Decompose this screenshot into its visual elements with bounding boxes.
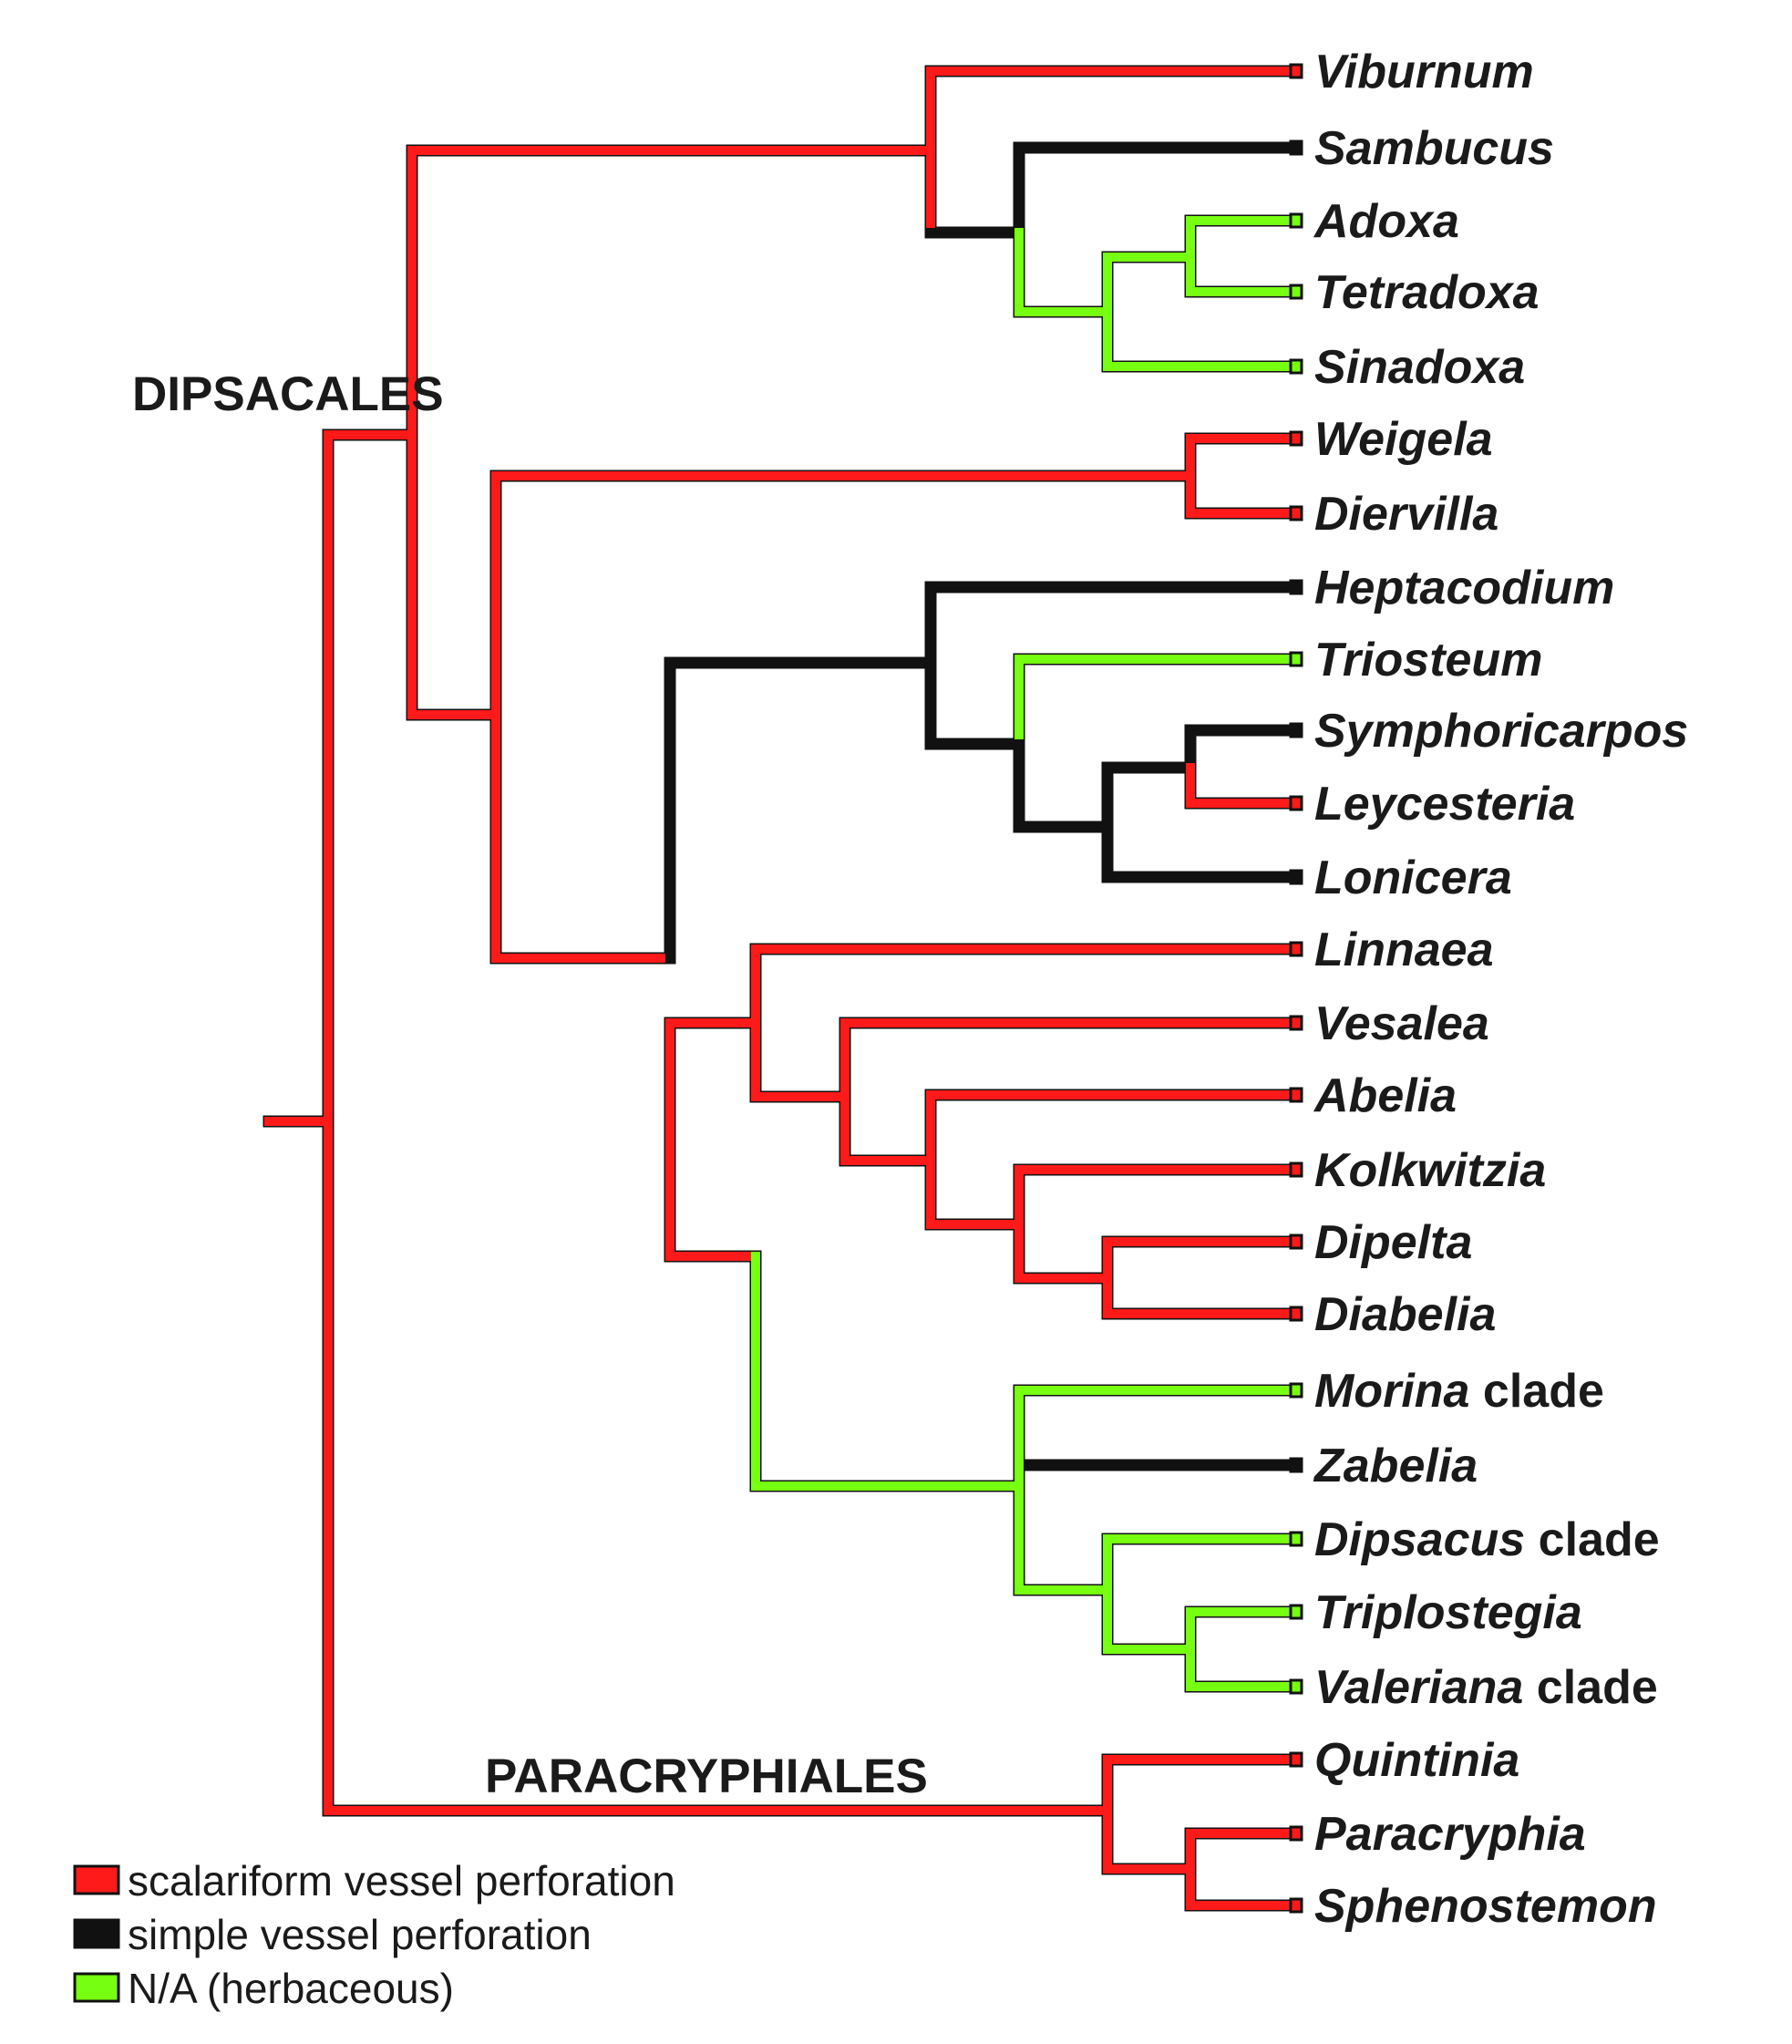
taxon-label-heptacodium: Heptacodium (1314, 562, 1614, 614)
tip-marker-lonicera (1289, 869, 1303, 885)
taxon-label-paracryphia: Paracryphia (1314, 1808, 1586, 1861)
tip-marker-abelia (1289, 1087, 1303, 1103)
taxon-suffix: clade (1525, 1513, 1659, 1566)
tip-marker-triplostegia (1289, 1604, 1303, 1620)
taxon-label-weigela: Weigela (1314, 413, 1493, 466)
taxon-label-sinadoxa: Sinadoxa (1314, 341, 1525, 394)
tip-marker-dipsacus (1289, 1531, 1303, 1547)
taxon-label-triplostegia: Triplostegia (1314, 1586, 1582, 1639)
taxon-name: Sambucus (1314, 122, 1554, 175)
tip-marker-morina (1289, 1382, 1303, 1399)
taxon-name: Valeriana (1314, 1661, 1523, 1714)
tip-marker-tetradoxa (1289, 284, 1303, 300)
tip-marker-adoxa (1289, 212, 1303, 229)
legend-label-scalariform: scalariform vessel perforation (128, 1857, 675, 1905)
tip-marker-symphoricarpos (1289, 722, 1303, 738)
taxon-label-viburnum: Viburnum (1314, 46, 1534, 98)
tip-marker-weigela (1289, 430, 1303, 447)
tip-marker-paracryphia (1289, 1825, 1303, 1842)
taxon-name: Adoxa (1313, 195, 1459, 248)
taxon-label-vesalea: Vesalea (1314, 997, 1489, 1050)
tip-marker-linnaea (1289, 941, 1303, 957)
tip-marker-sphenostemon (1289, 1897, 1303, 1914)
taxon-label-valeriana: Valeriana clade (1314, 1661, 1658, 1714)
taxon-name: Zabelia (1313, 1440, 1478, 1492)
taxon-name: Dipelta (1314, 1216, 1472, 1269)
taxon-name: Sphenostemon (1314, 1880, 1657, 1933)
taxon-suffix: clade (1469, 1365, 1603, 1418)
legend-swatch-scalariform (73, 1864, 120, 1895)
tip-marker-vesalea (1289, 1015, 1303, 1031)
taxon-labels: Viburnum Sambucus Adoxa Tetradoxa Sinadoxa We… (1313, 46, 1688, 1933)
taxon-label-leycesteria: Leycesteria (1314, 778, 1575, 831)
group-label-paracryphiales: PARACRYPHIALES (485, 1750, 928, 1803)
taxon-name: Viburnum (1314, 46, 1534, 98)
taxon-label-dipsacus: Dipsacus clade (1314, 1513, 1660, 1566)
taxon-name: Triplostegia (1314, 1586, 1582, 1639)
taxon-label-triosteum: Triosteum (1314, 634, 1542, 686)
taxon-name: Heptacodium (1314, 562, 1614, 614)
taxon-label-quintinia: Quintinia (1314, 1734, 1519, 1787)
legend-swatch-simple (73, 1918, 120, 1949)
taxon-label-linnaea: Linnaea (1314, 924, 1494, 976)
legend-swatch-na (73, 1972, 120, 2003)
taxon-name: Diervilla (1314, 488, 1498, 541)
taxon-suffix: clade (1523, 1661, 1657, 1714)
tip-marker-diabelia (1289, 1306, 1303, 1322)
taxon-label-sambucus: Sambucus (1314, 122, 1554, 175)
taxon-name: Quintinia (1314, 1734, 1519, 1787)
group-label-dipsacales: DIPSACALES (132, 367, 444, 421)
tip-marker-dipelta (1289, 1234, 1303, 1250)
taxon-label-sphenostemon: Sphenostemon (1314, 1880, 1657, 1933)
legend-label-simple: simple vessel perforation (128, 1911, 592, 1958)
taxon-label-morina: Morina clade (1314, 1365, 1604, 1418)
taxon-name: Dipsacus (1314, 1513, 1525, 1566)
taxon-label-lonicera: Lonicera (1314, 852, 1512, 904)
taxon-label-dipelta: Dipelta (1314, 1216, 1472, 1269)
tip-marker-valeriana (1289, 1678, 1303, 1695)
taxon-label-diervilla: Diervilla (1314, 488, 1498, 541)
taxon-name: Morina (1314, 1365, 1469, 1418)
taxon-label-diabelia: Diabelia (1314, 1288, 1496, 1341)
taxon-label-symphoricarpos: Symphoricarpos (1314, 705, 1688, 758)
tip-marker-zabelia (1289, 1457, 1303, 1473)
taxon-name: Kolkwitzia (1314, 1144, 1546, 1197)
taxon-label-kolkwitzia: Kolkwitzia (1314, 1144, 1546, 1197)
taxon-name: Tetradoxa (1314, 266, 1540, 319)
tip-marker-quintinia (1289, 1751, 1303, 1768)
tip-markers (1289, 63, 1303, 1914)
legend-label-na: N/A (herbaceous) (128, 1965, 454, 2012)
taxon-label-zabelia: Zabelia (1313, 1440, 1478, 1492)
tip-marker-kolkwitzia (1289, 1161, 1303, 1178)
taxon-name: Vesalea (1314, 997, 1489, 1050)
taxon-name: Sinadoxa (1314, 341, 1525, 394)
taxon-label-tetradoxa: Tetradoxa (1314, 266, 1540, 319)
tip-marker-leycesteria (1289, 795, 1303, 811)
taxon-name: Symphoricarpos (1314, 705, 1688, 758)
legend: scalariform vessel perforation simple ves… (73, 1857, 675, 2012)
taxon-name: Paracryphia (1314, 1808, 1586, 1861)
tree-branches (263, 65, 1297, 1912)
taxon-name: Abelia (1313, 1069, 1457, 1122)
tip-marker-sambucus (1289, 139, 1303, 156)
taxon-label-adoxa: Adoxa (1313, 195, 1459, 248)
taxon-label-abelia: Abelia (1313, 1069, 1457, 1122)
taxon-name: Leycesteria (1314, 778, 1575, 831)
taxon-name: Weigela (1314, 413, 1493, 466)
taxon-name: Triosteum (1314, 634, 1542, 686)
taxon-name: Linnaea (1314, 924, 1494, 976)
taxon-name: Lonicera (1314, 852, 1512, 904)
tip-marker-diervilla (1289, 505, 1303, 521)
tip-marker-viburnum (1289, 63, 1303, 79)
tip-marker-triosteum (1289, 651, 1303, 667)
tip-marker-heptacodium (1289, 579, 1303, 595)
taxon-name: Diabelia (1314, 1288, 1496, 1341)
tip-marker-sinadoxa (1289, 358, 1303, 375)
